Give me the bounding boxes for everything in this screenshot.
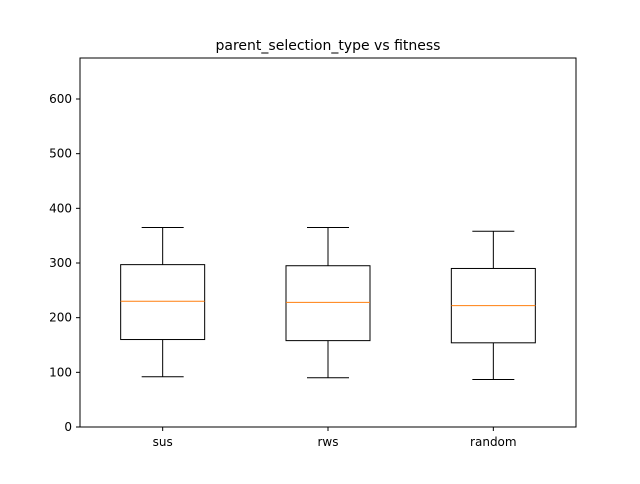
box-rws	[285, 265, 371, 342]
x-tick-label: rws	[318, 435, 339, 449]
y-tick-label: 400	[49, 201, 72, 215]
y-tick-label: 600	[49, 92, 72, 106]
x-tick-label: sus	[153, 435, 173, 449]
y-tick-label: 200	[49, 311, 72, 325]
chart-title: parent_selection_type vs fitness	[216, 38, 441, 54]
y-tick-label: 500	[49, 147, 72, 161]
y-tick-label: 300	[49, 256, 72, 270]
y-tick-label: 100	[49, 365, 72, 379]
x-tick-label: random	[470, 435, 517, 449]
plot-area: 0 100 200 300 400 500 600 sus rws random	[49, 57, 577, 449]
box-sus	[120, 264, 206, 341]
y-tick-label: 0	[64, 420, 72, 434]
